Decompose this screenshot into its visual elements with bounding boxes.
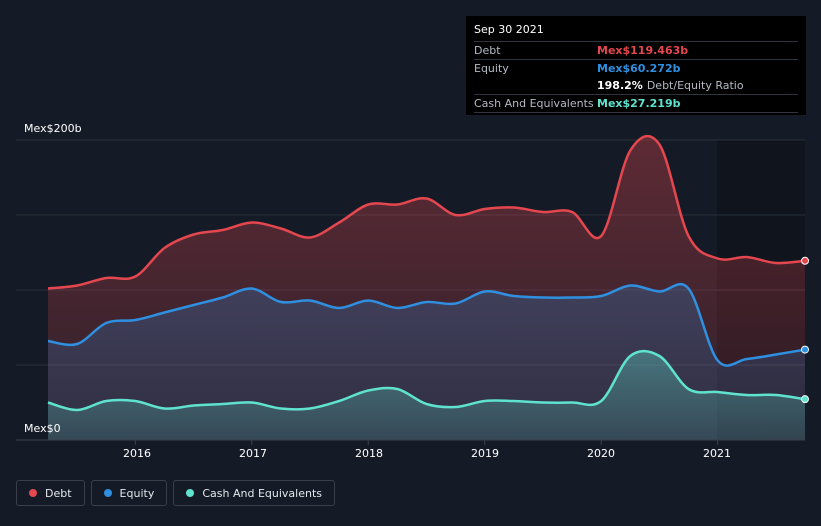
tooltip-debt-value: Mex$119.463b (597, 44, 689, 57)
tooltip-ratio-label: Debt/Equity Ratio (646, 79, 744, 92)
legend-cash-swatch (186, 489, 195, 497)
series-line-debt[interactable] (47, 134, 806, 290)
tooltip-row-equity: Equity Mex$60.272b (474, 59, 798, 77)
tooltip-cash-label: Cash And Equivalents (474, 97, 594, 110)
legend-equity-swatch (103, 489, 112, 497)
legend-item-equity[interactable]: Equity (90, 480, 168, 506)
legend-cash-label: Cash And Equivalents (202, 486, 322, 500)
x-tick-2021: 2021 (703, 447, 731, 460)
x-tick-2016: 2016 (123, 447, 151, 460)
legend-debt-label: Debt (45, 486, 72, 500)
legend-item-debt[interactable]: Debt (16, 480, 85, 506)
legend: Debt Equity Cash And Equivalents (16, 480, 341, 506)
x-tick-2019: 2019 (471, 447, 499, 460)
y-axis-bottom-label: Mex$0 (24, 422, 61, 435)
series-endpoint-cash[interactable] (801, 395, 809, 404)
tooltip-row-ratio: 198.2% Debt/Equity Ratio (474, 77, 798, 94)
x-tick-2018: 2018 (355, 447, 383, 460)
tooltip-equity-value: Mex$60.272b (597, 62, 681, 75)
tooltip-equity-label: Equity (474, 62, 509, 75)
series-line-equity[interactable] (47, 282, 806, 367)
series-endpoint-debt[interactable] (801, 256, 809, 265)
series-endpoint-equity[interactable] (801, 345, 809, 354)
legend-debt-swatch (29, 489, 37, 497)
legend-equity-label: Equity (119, 486, 155, 500)
tooltip-cash-value: Mex$27.219b (597, 97, 681, 110)
x-tick-2020: 2020 (587, 447, 615, 460)
series-area-cash (48, 351, 805, 440)
tooltip-row-debt: Debt Mex$119.463b (474, 41, 798, 59)
legend-item-cash[interactable]: Cash And Equivalents (173, 480, 335, 506)
tooltip-debt-label: Debt (474, 44, 501, 57)
y-axis-top-label: Mex$200b (24, 122, 82, 135)
series-line-cash[interactable] (47, 349, 806, 412)
tooltip-ratio-value: 198.2% (597, 79, 643, 92)
x-tick-2017: 2017 (239, 447, 267, 460)
tooltip-row-cash: Cash And Equivalents Mex$27.219b (474, 94, 798, 113)
tooltip-date: Sep 30 2021 (474, 23, 544, 36)
tooltip-panel: Sep 30 2021 Debt Mex$119.463b Equity Mex… (466, 16, 806, 115)
